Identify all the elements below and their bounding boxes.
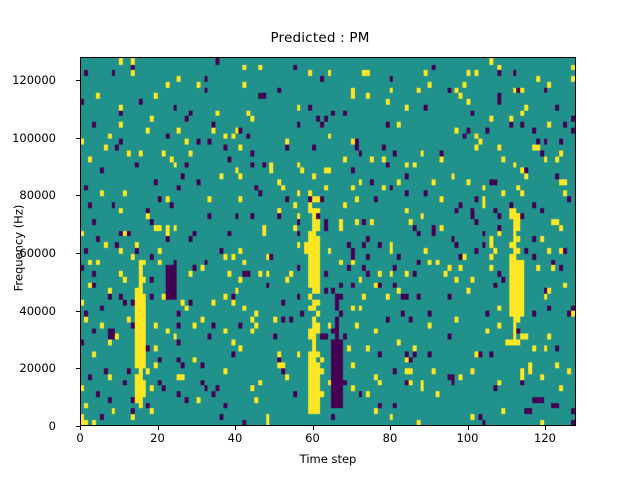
x-tick-mark: [545, 426, 546, 430]
y-tick-label: 100000: [12, 130, 56, 145]
y-tick-mark: [76, 310, 80, 312]
x-tick-mark: [157, 426, 159, 430]
y-tick-label: 80000: [19, 188, 56, 203]
y-tick-label: 0: [48, 419, 56, 433]
x-tick-label: 40: [227, 431, 243, 445]
x-tick-mark: [467, 426, 469, 430]
y-tick-label: 20000: [19, 361, 56, 376]
x-tick-label: 120: [534, 431, 556, 445]
y-tick-mark: [76, 137, 80, 139]
x-tick-label: 20: [150, 431, 165, 445]
y-tick-mark: [76, 368, 80, 370]
x-tick-mark: [80, 426, 81, 430]
x-tick-mark: [390, 426, 391, 430]
y-tick-label: 40000: [19, 303, 56, 318]
y-tick-mark: [76, 195, 80, 197]
plot-area: [80, 57, 576, 426]
x-tick-label: 60: [305, 431, 320, 445]
y-tick-mark: [76, 80, 80, 82]
x-tick-mark: [312, 426, 314, 430]
heatmap-canvas: [81, 58, 575, 425]
page-title: Predicted : PM: [270, 30, 370, 46]
y-tick-label: 120000: [12, 73, 56, 88]
x-axis-label: Time step: [299, 452, 357, 466]
y-tick-mark: [76, 426, 80, 427]
y-tick-label: 60000: [19, 246, 56, 261]
y-tick-mark: [76, 253, 80, 255]
x-tick-label: 0: [76, 431, 84, 445]
x-tick-label: 80: [382, 431, 398, 445]
x-tick-label: 100: [456, 431, 479, 445]
x-tick-mark: [235, 426, 236, 430]
